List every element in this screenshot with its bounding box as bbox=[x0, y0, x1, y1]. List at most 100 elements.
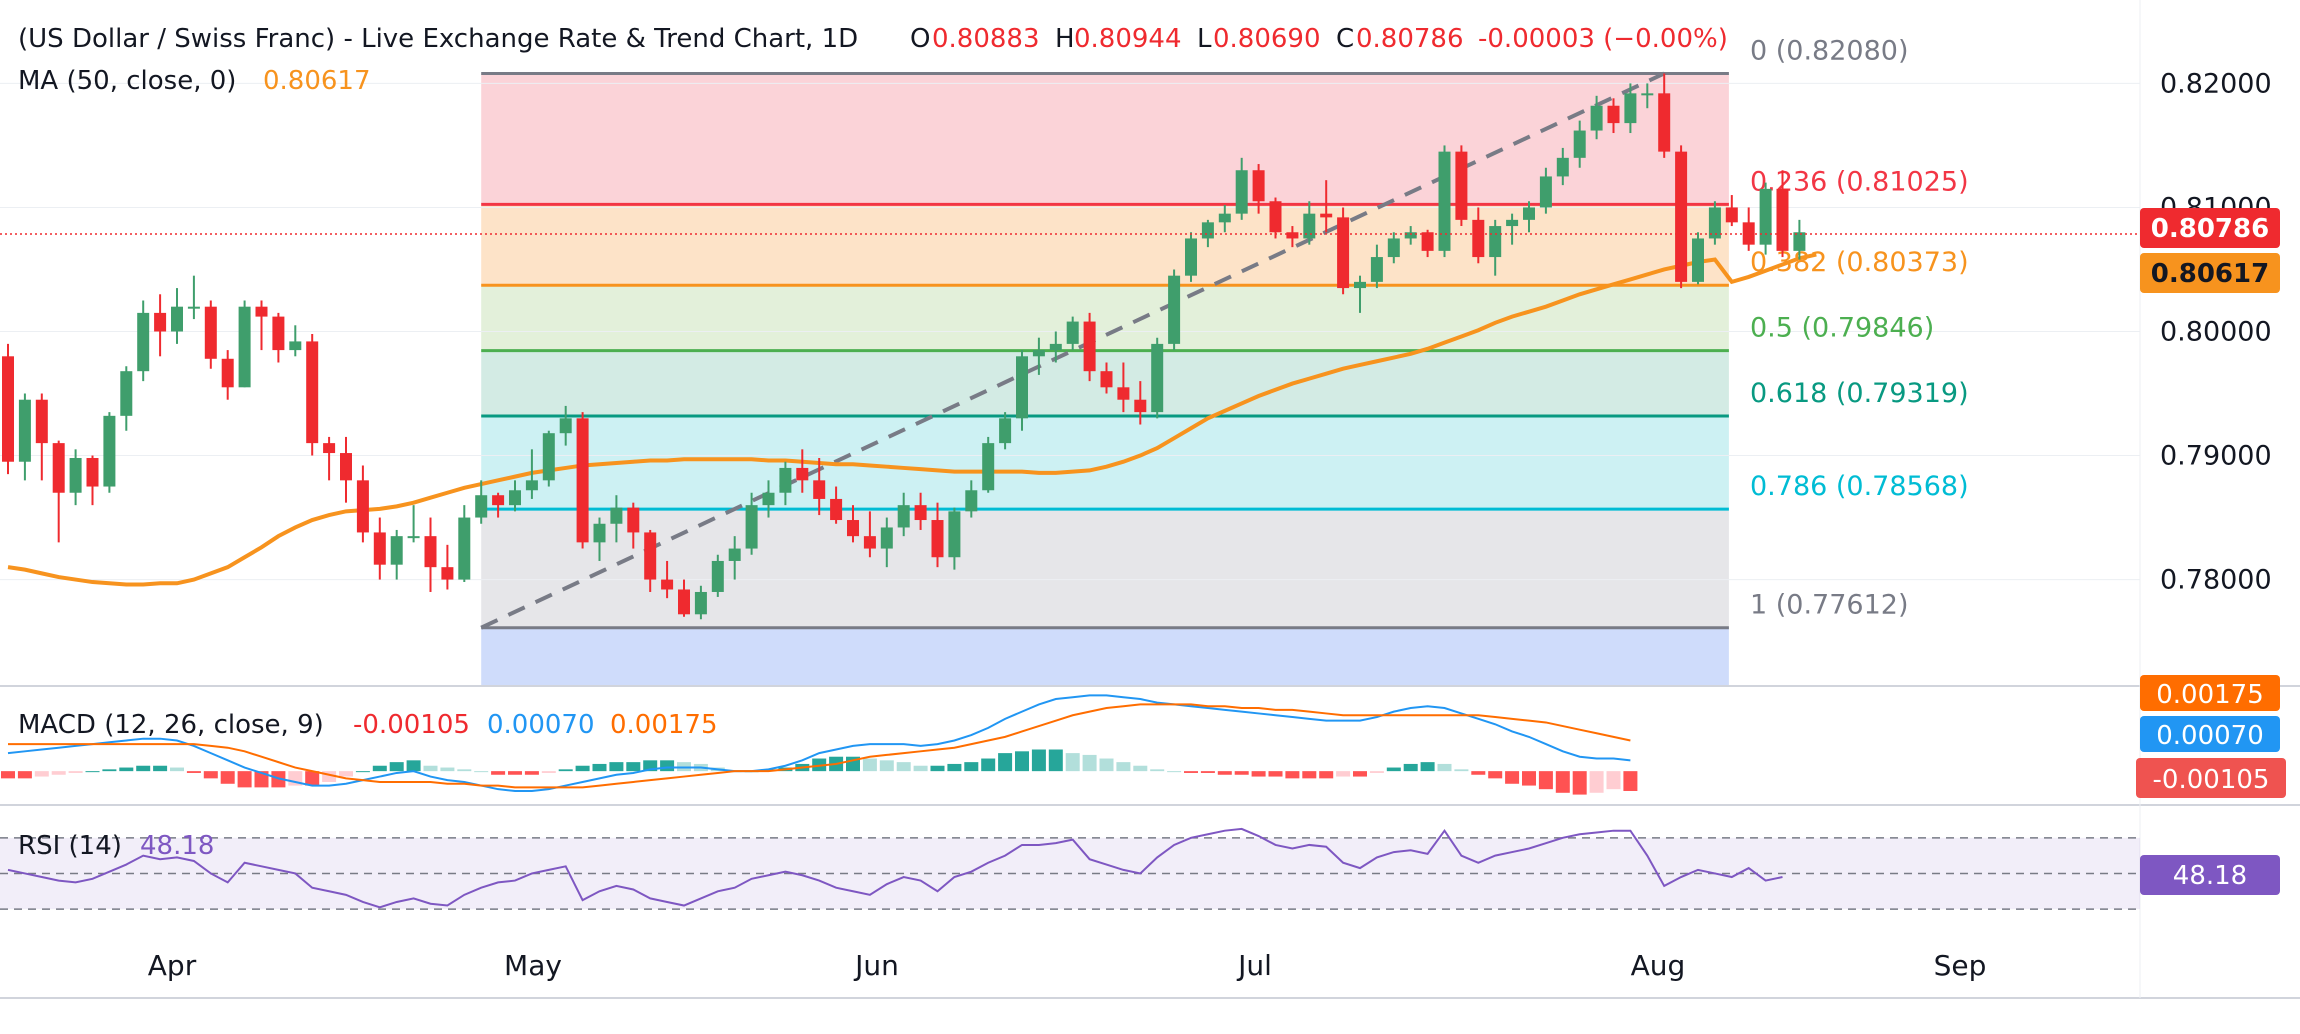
macd-histogram-bar bbox=[17, 771, 32, 779]
rsi-legend-label: RSI (14) bbox=[18, 831, 122, 861]
ohlc-legend: O 0.80883 H 0.80944 L 0.80690 C 0.80786 … bbox=[910, 24, 1728, 54]
macd-histogram-bar bbox=[1048, 749, 1063, 772]
candle bbox=[1303, 201, 1316, 245]
macd-histogram-bar bbox=[186, 771, 201, 773]
fib-band-0.236 bbox=[481, 204, 1729, 286]
macd-histogram-bar bbox=[558, 769, 573, 772]
macd-histogram-bar bbox=[1167, 771, 1182, 773]
candle-body bbox=[880, 527, 893, 549]
candle-body bbox=[610, 507, 623, 524]
time-tick-label: May bbox=[504, 949, 562, 982]
candle-body bbox=[187, 306, 200, 309]
candle-body bbox=[1168, 275, 1181, 344]
macd-histogram-bar bbox=[1420, 762, 1435, 772]
candle bbox=[931, 502, 944, 568]
macd-histogram-bar bbox=[339, 771, 353, 777]
macd-histogram-bar bbox=[524, 771, 539, 775]
macd-histogram-bar bbox=[609, 762, 624, 772]
candle-body bbox=[644, 532, 657, 580]
candle bbox=[171, 288, 183, 344]
macd-histogram-bar bbox=[1234, 771, 1249, 775]
candle-body bbox=[272, 316, 285, 351]
candle-body bbox=[171, 306, 183, 332]
ohlc-low-label: L bbox=[1197, 24, 1212, 54]
candle-body bbox=[373, 532, 386, 565]
candle-body bbox=[1590, 105, 1603, 131]
price-tick-label: 0.82000 bbox=[2160, 68, 2272, 99]
candle bbox=[525, 449, 538, 499]
macd-histogram-bar bbox=[305, 771, 320, 786]
macd-histogram-bar bbox=[1150, 769, 1165, 772]
macd-histogram-bar bbox=[1606, 771, 1621, 790]
candle-body bbox=[931, 520, 944, 558]
candle bbox=[35, 393, 48, 481]
candle-body bbox=[1472, 219, 1485, 258]
ohlc-high: 0.80944 bbox=[1074, 24, 1182, 54]
candle bbox=[1725, 195, 1738, 227]
macd-histogram-bar bbox=[1116, 762, 1131, 772]
macd-histogram-bar bbox=[862, 758, 877, 772]
candle-body bbox=[1759, 188, 1772, 245]
macd-line-badge: 0.00070 bbox=[2140, 716, 2280, 752]
candle bbox=[390, 529, 403, 580]
macd-histogram-bar bbox=[964, 762, 979, 772]
ohlc-close-label: C bbox=[1336, 24, 1354, 54]
candle-body bbox=[238, 306, 251, 388]
candle bbox=[914, 492, 927, 530]
macd-pane bbox=[1, 694, 1638, 795]
candle bbox=[306, 333, 319, 456]
candle-body bbox=[1692, 238, 1704, 282]
candle-body bbox=[306, 341, 319, 444]
ma-legend-value: 0.80617 bbox=[263, 66, 371, 96]
candle bbox=[424, 517, 437, 592]
candle bbox=[1472, 207, 1485, 264]
candle bbox=[627, 502, 640, 549]
macd-histogram-bar bbox=[389, 762, 404, 772]
candle-body bbox=[1100, 371, 1113, 388]
candle-body bbox=[1556, 157, 1569, 177]
candle-body bbox=[745, 505, 758, 549]
candle-body bbox=[762, 492, 775, 506]
candle bbox=[289, 325, 302, 357]
macd-histogram-bar bbox=[1251, 771, 1266, 777]
candle bbox=[999, 412, 1012, 450]
candle-body bbox=[1151, 343, 1164, 413]
rsi-legend-value: 48.18 bbox=[140, 831, 214, 861]
candle bbox=[1742, 207, 1755, 251]
ohlc-close: 0.80786 bbox=[1356, 24, 1464, 54]
candle bbox=[1404, 226, 1417, 245]
candle-body bbox=[1438, 151, 1451, 251]
macd-histogram-bar bbox=[322, 771, 337, 782]
candle-body bbox=[424, 536, 437, 568]
candle-body bbox=[1032, 350, 1045, 357]
macd-line bbox=[7, 694, 1631, 792]
macd-histogram-bar bbox=[119, 767, 134, 772]
macd-histogram-bar bbox=[508, 771, 522, 775]
candle-body bbox=[1455, 151, 1468, 220]
candle-body bbox=[1235, 170, 1248, 214]
candle-body bbox=[492, 495, 505, 506]
candle bbox=[1049, 331, 1062, 363]
macd-histogram-bar bbox=[1589, 771, 1604, 793]
candle-body bbox=[1117, 387, 1130, 400]
candle bbox=[1016, 350, 1028, 431]
candle-body bbox=[1404, 232, 1417, 239]
macd-histogram-bar bbox=[1369, 771, 1384, 773]
macd-legend-signal: 0.00175 bbox=[610, 710, 718, 740]
candle-body bbox=[35, 399, 48, 444]
macd-histogram-bar bbox=[1623, 771, 1638, 791]
candle bbox=[1675, 145, 1688, 289]
candle bbox=[593, 517, 606, 561]
candle-body bbox=[1742, 222, 1755, 245]
time-tick-label: Jul bbox=[1236, 949, 1272, 982]
macd-histogram-bar bbox=[660, 760, 675, 772]
candle bbox=[965, 480, 978, 518]
candle bbox=[847, 505, 859, 543]
macd-histogram-bar bbox=[491, 771, 506, 775]
candle bbox=[272, 312, 285, 363]
candle bbox=[407, 505, 420, 543]
candle bbox=[1624, 83, 1637, 134]
candle bbox=[154, 294, 167, 357]
candle-body bbox=[154, 312, 167, 332]
